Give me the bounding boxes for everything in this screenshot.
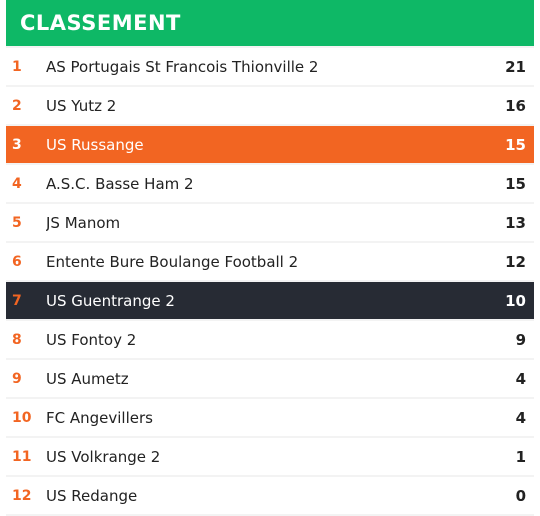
points-cell: 13 <box>505 213 526 232</box>
rank-cell: 11 <box>12 448 32 465</box>
team-name[interactable]: US Guentrange 2 <box>46 291 175 310</box>
rank-cell: 8 <box>12 331 22 348</box>
team-name[interactable]: US Volkrange 2 <box>46 447 161 466</box>
team-name[interactable]: A.S.C. Basse Ham 2 <box>46 174 194 193</box>
table-row[interactable]: 11 US Volkrange 2 1 <box>6 438 534 475</box>
team-name[interactable]: FC Angevillers <box>46 408 153 427</box>
table-row[interactable]: 8 US Fontoy 2 9 <box>6 321 534 358</box>
rank-cell: 12 <box>12 487 32 504</box>
rank-cell: 1 <box>12 58 22 75</box>
standings-widget: CLASSEMENT 1 AS Portugais St Francois Th… <box>6 0 534 516</box>
table-row-highlighted[interactable]: 3 US Russange 15 <box>6 126 534 163</box>
points-cell: 9 <box>515 330 526 349</box>
points-cell: 1 <box>515 447 526 466</box>
table-row[interactable]: 1 AS Portugais St Francois Thionville 2 … <box>6 48 534 85</box>
rank-cell: 3 <box>12 136 22 153</box>
points-cell: 21 <box>505 57 526 76</box>
points-cell: 0 <box>515 486 526 505</box>
table-row-highlighted[interactable]: 7 US Guentrange 2 10 <box>6 282 534 319</box>
table-row[interactable]: 2 US Yutz 2 16 <box>6 87 534 124</box>
table-row[interactable]: 12 US Redange 0 <box>6 477 534 514</box>
rank-cell: 9 <box>12 370 22 387</box>
rank-cell: 2 <box>12 97 22 114</box>
table-row[interactable]: 9 US Aumetz 4 <box>6 360 534 397</box>
standings-title: CLASSEMENT <box>20 11 181 35</box>
table-row[interactable]: 4 A.S.C. Basse Ham 2 15 <box>6 165 534 202</box>
table-row[interactable]: 5 JS Manom 13 <box>6 204 534 241</box>
points-cell: 4 <box>515 369 526 388</box>
points-cell: 12 <box>505 252 526 271</box>
standings-header: CLASSEMENT <box>6 0 534 46</box>
points-cell: 10 <box>505 291 526 310</box>
rank-cell: 7 <box>12 292 22 309</box>
team-name[interactable]: US Yutz 2 <box>46 96 117 115</box>
team-name[interactable]: US Redange <box>46 486 138 505</box>
team-name[interactable]: Entente Bure Boulange Football 2 <box>46 252 299 271</box>
rank-cell: 4 <box>12 175 22 192</box>
points-cell: 4 <box>515 408 526 427</box>
points-cell: 16 <box>505 96 526 115</box>
table-row[interactable]: 10 FC Angevillers 4 <box>6 399 534 436</box>
team-name[interactable]: JS Manom <box>46 213 121 232</box>
team-name[interactable]: US Russange <box>46 135 144 154</box>
rank-cell: 10 <box>12 409 32 426</box>
table-row[interactable]: 6 Entente Bure Boulange Football 2 12 <box>6 243 534 280</box>
points-cell: 15 <box>505 174 526 193</box>
team-name[interactable]: AS Portugais St Francois Thionville 2 <box>46 57 319 76</box>
standings-table: 1 AS Portugais St Francois Thionville 2 … <box>6 46 534 514</box>
team-name[interactable]: US Fontoy 2 <box>46 330 137 349</box>
rank-cell: 5 <box>12 214 22 231</box>
team-name[interactable]: US Aumetz <box>46 369 129 388</box>
rank-cell: 6 <box>12 253 22 270</box>
points-cell: 15 <box>505 135 526 154</box>
